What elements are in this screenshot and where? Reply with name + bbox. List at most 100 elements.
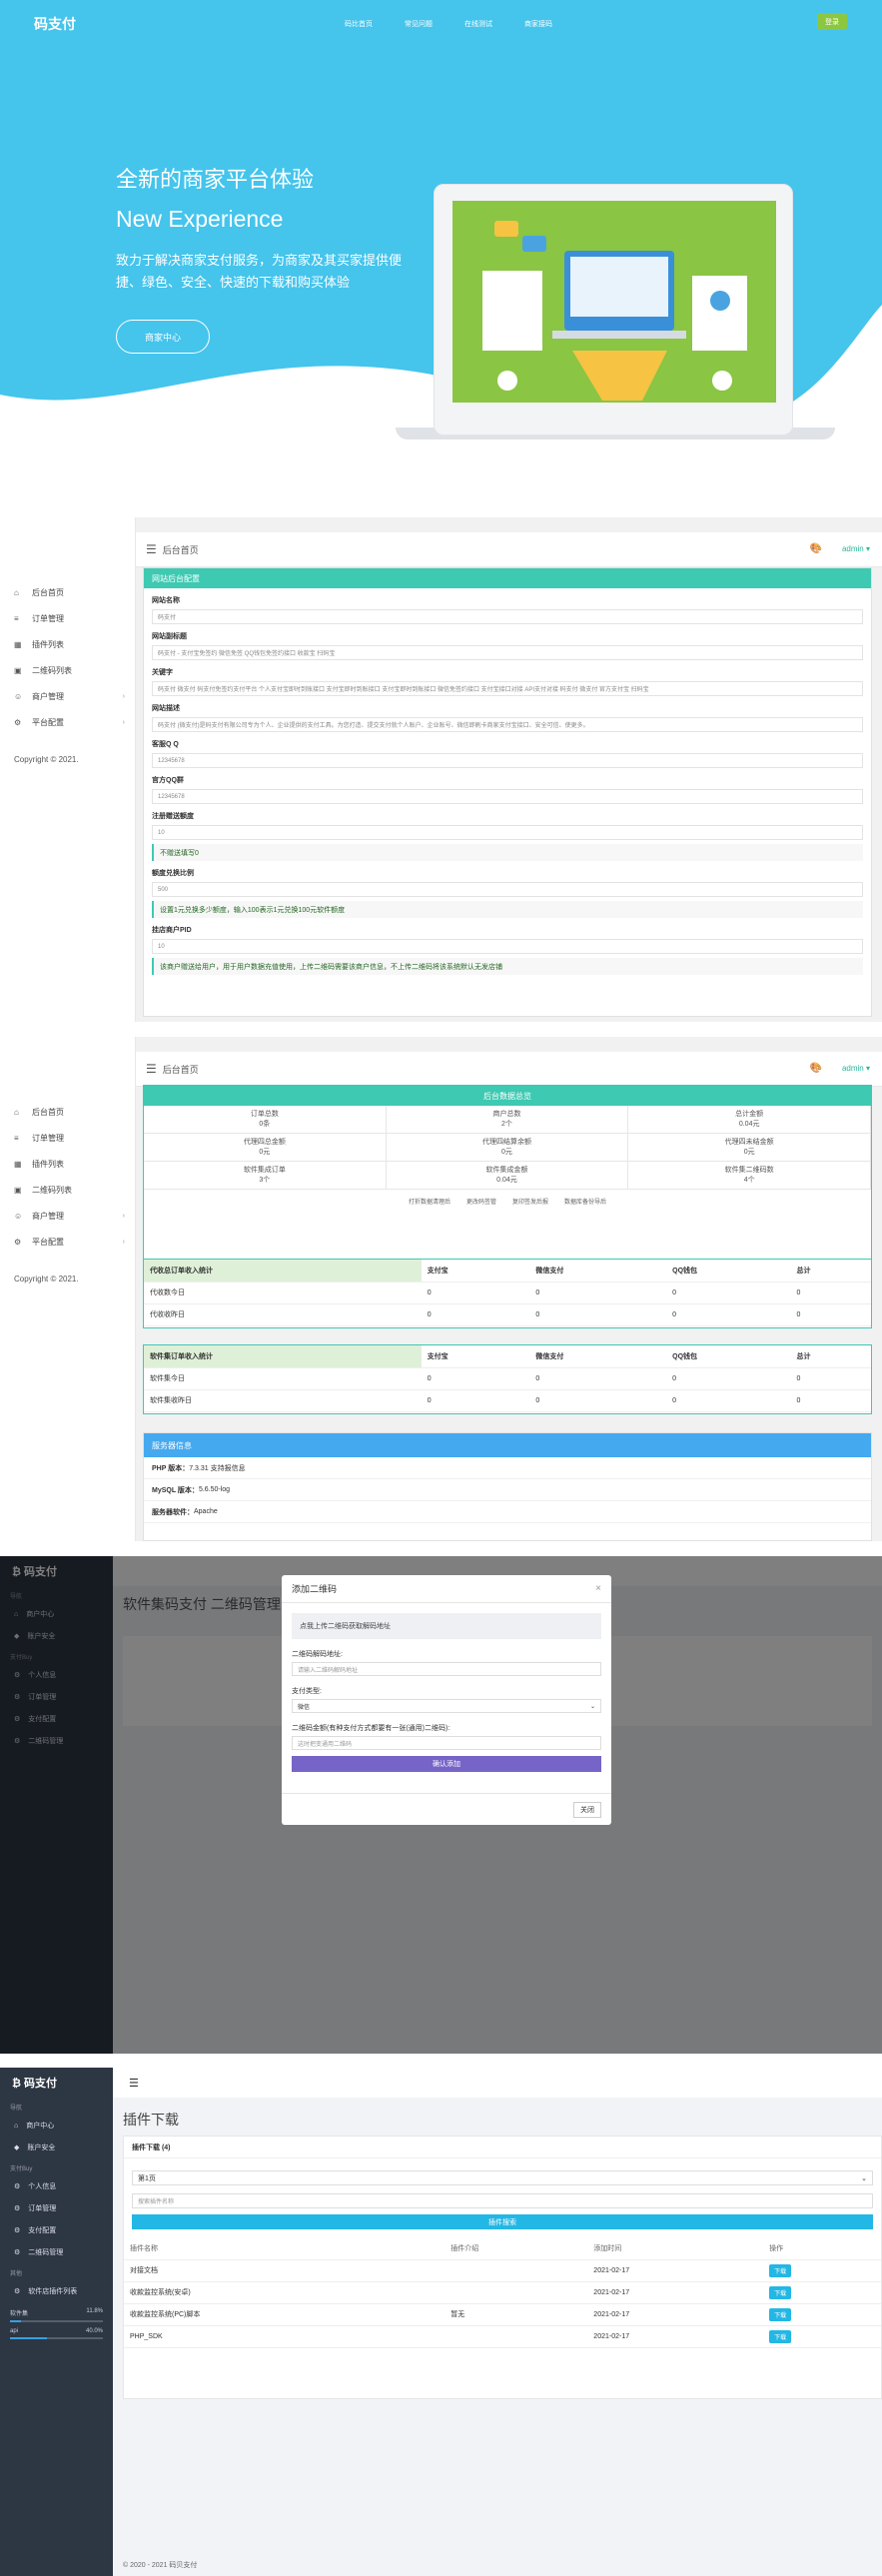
plugin-card: 插件下载 (4) 第1页 ⌄ 搜索插件名称 插件搜索 插件名称 插件介绍 添加时间 操作…: [123, 2136, 882, 2399]
table-cell: 0: [790, 1389, 871, 1412]
download-button[interactable]: 下载: [769, 2263, 792, 2277]
sidebar-item-settings[interactable]: ⚙ 平台配置 ›: [14, 717, 125, 727]
table-row: 收款监控系统(安卓) 2021-02-17 下载: [124, 2281, 881, 2304]
menu-toggle-icon[interactable]: ☰: [146, 542, 157, 556]
upload-qrcode-link[interactable]: 点我上传二维码获取解码地址: [292, 1613, 601, 1639]
maintenance-link[interactable]: 打折数据清理后: [408, 1200, 450, 1206]
list-icon: ≡: [14, 1133, 19, 1143]
table-cell: 软件集收昨日: [144, 1389, 422, 1412]
sidebar-item-profile[interactable]: ⚙个人信息: [14, 2183, 57, 2190]
list-icon: ≡: [14, 613, 19, 623]
admin-user-menu[interactable]: admin ▾: [841, 1064, 870, 1073]
sidebar-item-orders[interactable]: ≡ 订单管理: [14, 613, 64, 623]
chevron-down-icon: ⌄: [589, 1703, 595, 1710]
download-button[interactable]: 下载: [769, 2307, 792, 2321]
stat-value: 0元: [743, 1149, 755, 1156]
palette-icon[interactable]: 🎨: [809, 1063, 822, 1074]
menu-toggle-icon[interactable]: ☰: [146, 1062, 157, 1076]
home-icon: ⌂: [14, 2122, 19, 2130]
copyright: Copyright © 2021.: [14, 755, 79, 764]
login-button[interactable]: 登录: [817, 13, 847, 30]
field-input[interactable]: 10: [152, 939, 863, 954]
table-row: 软件集收昨日 0 0 0 0: [144, 1389, 871, 1412]
stat-value: 0元: [259, 1149, 271, 1156]
gear-icon: ⚙: [14, 2288, 21, 2295]
confirm-add-button[interactable]: 确认添加: [292, 1756, 601, 1772]
close-icon[interactable]: ×: [595, 1583, 601, 1594]
sidebar-item-settings[interactable]: ⚙ 平台配置 ›: [14, 1237, 125, 1247]
field-label: 客服Q Q: [152, 741, 179, 748]
table-header-cell: 添加时间: [587, 2237, 764, 2260]
sidebar-item-qrcodes[interactable]: ▣ 二维码列表: [14, 665, 72, 675]
gear-icon: ⚙: [14, 717, 22, 727]
field-input[interactable]: 码支付 - 支付宝免签约 微信免签 QQ钱包免签约接口 收款宝 扫码宝: [152, 645, 863, 660]
field-input[interactable]: 码支付: [152, 609, 863, 624]
field-input[interactable]: 10: [152, 825, 863, 840]
sidebar-item-home[interactable]: ⌂ 后台首页: [14, 587, 64, 597]
sidebar-item-plugins[interactable]: ▦ 插件列表: [14, 639, 64, 649]
nav-merchant[interactable]: 商家接码: [524, 21, 552, 28]
search-input[interactable]: 搜索插件名称: [132, 2193, 873, 2208]
server-info-label: PHP 版本：: [152, 1464, 190, 1472]
field-input[interactable]: 码支付 微支付 码支付免签约支付平台 个人支付宝即时到账接口 支付宝即时到账接口…: [152, 681, 863, 696]
stat-cell: 软件集成金额 0.04元: [386, 1162, 629, 1190]
field-input[interactable]: 码支付 (微支付)是码支付有限公司专为个人、企业提供的支付工具。为您打造、提交支…: [152, 717, 863, 732]
sidebar-item-home[interactable]: ⌂ 后台首页: [14, 1107, 64, 1117]
stat-cell: 代理四总金额 0元: [144, 1134, 387, 1162]
palette-icon[interactable]: 🎨: [809, 543, 822, 554]
sidebar-item-qrcodes[interactable]: ⚙二维码管理: [14, 2249, 64, 2256]
grid-icon: ▦: [14, 1159, 22, 1169]
decode-url-input[interactable]: 请输入二维码解码地址: [292, 1662, 601, 1676]
table-header-cell: 操作: [763, 2237, 881, 2260]
table-row: 代收数今日 0 0 0 0: [144, 1282, 871, 1304]
home-icon: ⌂: [14, 1107, 19, 1117]
sidebar-item-payconfig[interactable]: ⚙支付配置: [14, 2227, 57, 2234]
sidebar-item-plugins[interactable]: ▦ 插件列表: [14, 1159, 64, 1169]
hero-logo[interactable]: 码支付: [34, 16, 76, 32]
sidebar-item-merchants[interactable]: ☺ 商户管理 ›: [14, 1211, 125, 1221]
nav-faq[interactable]: 常见问题: [405, 21, 433, 28]
download-button[interactable]: 下载: [769, 2285, 792, 2299]
stats-grid: 订单总数 0条 商户总数 2个 总计金额 0.04元 代理四总金额 0元 代理四结算余额 0元 代理…: [144, 1106, 871, 1190]
search-button[interactable]: 插件搜索: [132, 2214, 873, 2229]
qrcode-icon: ▣: [14, 665, 22, 675]
pay-type-select[interactable]: 微信 ⌄: [292, 1699, 601, 1713]
sidebar-item-qrcodes[interactable]: ▣ 二维码列表: [14, 1185, 72, 1195]
maintenance-link[interactable]: 复印签发后报: [512, 1200, 549, 1206]
field-input[interactable]: 500: [152, 882, 863, 897]
table-cell: 0: [529, 1367, 667, 1390]
sidebar-item-orders[interactable]: ≡ 订单管理: [14, 1133, 64, 1143]
field-input[interactable]: 12345678: [152, 789, 863, 804]
amount-input[interactable]: 这时把变通用二维码: [292, 1736, 601, 1750]
table-header-row: 软件集订单收入统计 支付宝 微信支付 QQ钱包 总计: [144, 1345, 871, 1368]
sidebar-item-merchant-center[interactable]: ⌂商户中心: [14, 2122, 55, 2131]
admin-user-menu[interactable]: admin ▾: [841, 544, 870, 553]
nav-home[interactable]: 码比首页: [345, 21, 373, 28]
table-header-cell: 软件集订单收入统计: [144, 1345, 422, 1368]
table-row: 对接文档 2021-02-17 下载: [124, 2259, 881, 2282]
sidebar-item-plugin-list[interactable]: ⚙ 软件店插件列表: [14, 2288, 78, 2295]
field-input[interactable]: 12345678: [152, 753, 863, 768]
table-cell: 0: [790, 1303, 871, 1326]
sidebar-item-merchants[interactable]: ☺ 商户管理 ›: [14, 691, 125, 701]
nav-test[interactable]: 在线测试: [464, 21, 492, 28]
download-button[interactable]: 下载: [769, 2329, 792, 2343]
menu-toggle-icon[interactable]: ☰: [129, 2077, 139, 2090]
maintenance-link[interactable]: 数据库备份导后: [564, 1200, 607, 1206]
sidebar-logo[interactable]: ₿ 码支付: [12, 2078, 58, 2090]
table-cell: 0: [790, 1282, 871, 1304]
sidebar-item-orders[interactable]: ⚙订单管理: [14, 2205, 57, 2212]
merchant-center-button[interactable]: 商家中心: [116, 320, 210, 354]
sidebar-item-security[interactable]: ◆账户安全: [14, 2145, 56, 2151]
table-cell: 0: [666, 1367, 791, 1390]
stat-cell: 总计金额 0.04元: [628, 1106, 871, 1134]
stat-label: 代理四未结金额: [724, 1139, 774, 1146]
table-header-cell: QQ钱包: [666, 1260, 791, 1283]
topbar: ☰: [113, 2068, 882, 2098]
server-info-label: 服务器软件：: [152, 1508, 194, 1516]
field-label: 关键字: [152, 669, 173, 676]
maintenance-link[interactable]: 更改码签管: [465, 1200, 496, 1206]
table-header-cell: 支付宝: [421, 1260, 530, 1283]
page-select[interactable]: 第1页 ⌄: [132, 2170, 873, 2185]
close-button[interactable]: 关闭: [573, 1802, 601, 1818]
